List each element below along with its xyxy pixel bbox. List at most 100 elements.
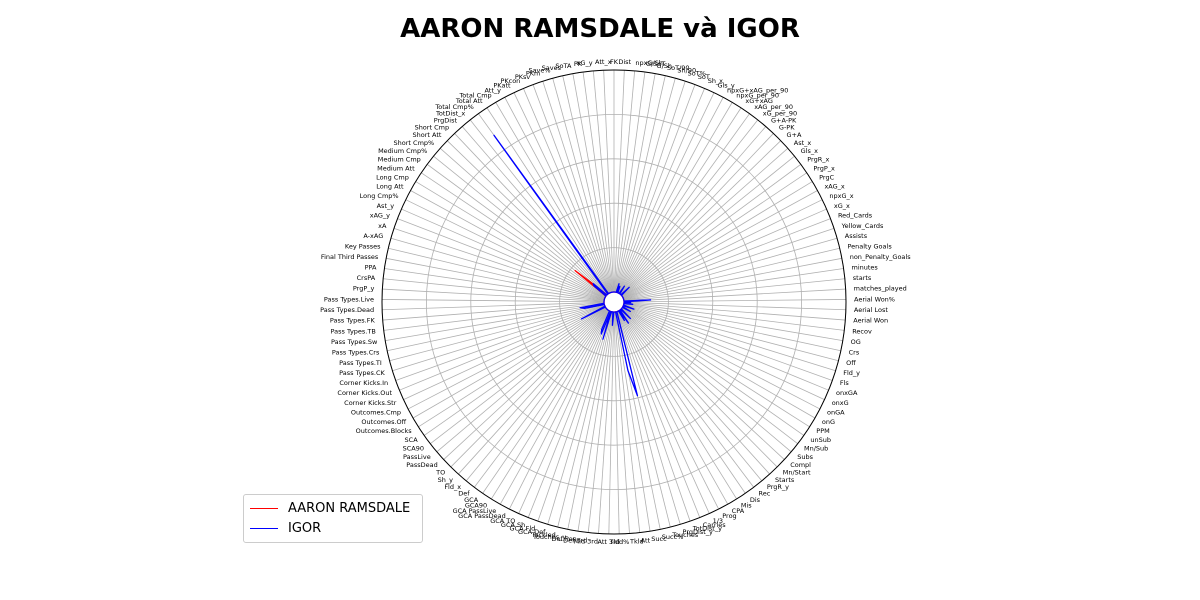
category-label: xAG_per_90 [754, 103, 793, 111]
spoke [401, 208, 605, 299]
spoke [623, 237, 838, 300]
spoke [562, 75, 613, 293]
spoke [622, 199, 823, 298]
spoke [622, 305, 825, 401]
spoke [403, 305, 606, 401]
category-label: G/Sh [657, 62, 672, 70]
category-label: Starts [775, 476, 795, 484]
spoke [518, 310, 611, 514]
category-label: GCA Def [518, 528, 546, 536]
spoke [608, 311, 615, 534]
category-label: xG_x [834, 202, 850, 210]
category-label: Pass Types.TI [339, 359, 382, 367]
category-label: xAG_x [824, 183, 844, 191]
category-label: GCA Sh [501, 521, 525, 529]
spoke [615, 75, 666, 293]
category-label: Fld_y [843, 369, 860, 377]
category-label: Aerial Won% [854, 295, 895, 303]
spoke [537, 311, 612, 522]
spoke [617, 88, 705, 293]
spoke [527, 311, 611, 518]
category-label: xG+xAG [745, 97, 773, 105]
category-label: SoTA [555, 62, 572, 70]
category-label: Corner Kicks.In [339, 379, 388, 387]
category-label: xG_per_90 [763, 110, 797, 118]
category-label: Tackled [531, 531, 556, 539]
spoke [613, 311, 620, 534]
category-label: PrgDist_y [683, 528, 713, 536]
category-label: unSub [810, 436, 831, 444]
category-label: Succ% [662, 533, 684, 541]
category-label: PassLive [403, 453, 431, 461]
category-label: Compl [790, 461, 811, 469]
spoke [623, 303, 841, 352]
spoke [382, 301, 605, 311]
spoke [618, 310, 729, 505]
category-label: Long Att [376, 183, 404, 191]
category-label: npxG+xAG_per_90 [727, 86, 788, 94]
spoke [623, 218, 831, 299]
category-label: onxGA [836, 389, 858, 397]
spoke [614, 311, 630, 534]
category-label: Yellow_Cards [841, 222, 884, 230]
spoke [415, 181, 606, 298]
spoke [454, 133, 608, 296]
category-label: Succ [651, 535, 667, 543]
spoke [623, 302, 846, 321]
spoke [621, 155, 795, 297]
category-label: Mis [741, 502, 752, 510]
category-label: Medium Cmp [378, 156, 421, 164]
category-label: Dis [750, 496, 761, 504]
category-label: PrgP_y [353, 285, 375, 293]
category-label: Corner Kicks.Out [337, 389, 392, 397]
spoke [623, 208, 827, 299]
spoke [623, 302, 845, 331]
spoke [436, 308, 607, 453]
legend-label-ramsdale: AARON RAMSDALE [288, 500, 411, 516]
category-label: SoT [698, 73, 710, 81]
spoke [621, 164, 802, 297]
spoke [499, 310, 610, 505]
legend-label-igor: IGOR [288, 520, 322, 536]
chart-title: AARON RAMSDALE và IGOR [400, 14, 800, 44]
category-label: SoT/90 [667, 64, 690, 72]
category-label: xA [378, 222, 387, 230]
spoke [623, 268, 844, 301]
category-label: G+A-PK [771, 116, 797, 124]
spoke [620, 126, 767, 295]
category-label: Sh_y [438, 476, 453, 484]
category-label: Fld_x [444, 483, 461, 491]
spoke [491, 310, 610, 500]
category-label: PrgR_x [807, 156, 829, 164]
category-label: G+A [787, 131, 802, 139]
category-label: Def 3rd [563, 537, 587, 545]
spoke [614, 70, 636, 293]
category-label: Short Att [413, 131, 442, 139]
category-label: Rec [759, 490, 771, 498]
category-label: Recov [852, 327, 872, 335]
category-label: Gls_x [801, 147, 818, 155]
category-label: Carries [703, 521, 727, 529]
category-label: npxG_x [829, 192, 853, 200]
spoke [623, 257, 842, 301]
category-label: Att_y [484, 86, 501, 94]
spoke [620, 308, 778, 468]
category-label: xAG_y [370, 212, 390, 220]
category-label: PKsv [515, 73, 531, 81]
category-label: PKcon [500, 77, 520, 85]
spoke [617, 84, 696, 293]
category-label: Dist [618, 58, 631, 66]
spoke [614, 70, 625, 293]
category-label: PPA [365, 263, 377, 271]
category-label: Ast_x [794, 139, 812, 147]
spoke [616, 311, 681, 525]
category-label: Crs [849, 348, 860, 356]
category-label: Gls_y [717, 81, 734, 89]
spoke [382, 302, 605, 321]
category-label: Pass Types.Dead [320, 306, 374, 314]
category-label: starts [853, 274, 872, 282]
category-label: Touches_y [532, 533, 566, 541]
category-label: Assists [845, 232, 868, 240]
category-label: Aerial Won [853, 317, 888, 325]
